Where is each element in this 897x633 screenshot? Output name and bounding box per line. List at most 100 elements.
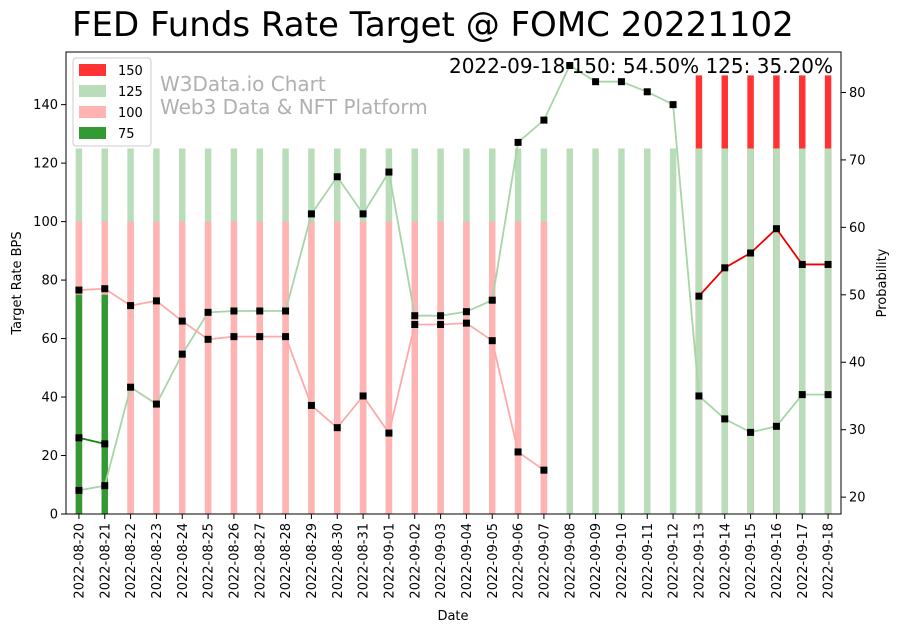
- legend-label-125: 125: [118, 85, 143, 100]
- point-75-2022-08-20: [75, 434, 83, 442]
- point-125-2022-09-01: [385, 168, 393, 176]
- legend-swatch-125: [79, 85, 106, 97]
- x-tick-label: 2022-08-27: [253, 523, 268, 599]
- point-125-2022-09-05: [488, 296, 496, 304]
- point-125-2022-09-11: [643, 88, 651, 96]
- point-125-2022-08-25: [204, 308, 212, 316]
- line-75: [78, 436, 105, 445]
- legend-label-100: 100: [118, 106, 143, 121]
- x-tick-label: 2022-09-09: [589, 523, 604, 599]
- y2-tick-label: 80: [849, 86, 866, 101]
- point-125-2022-09-06: [514, 138, 522, 146]
- x-tick-label: 2022-09-17: [796, 523, 811, 599]
- y-tick-label: 60: [41, 332, 58, 347]
- point-100-2022-09-04: [462, 319, 470, 327]
- bar-125-2022-09-10: [618, 148, 625, 515]
- point-150-2022-09-15: [747, 249, 755, 257]
- point-150-2022-09-16: [772, 225, 780, 233]
- bar-100-2022-08-31: [359, 221, 367, 514]
- point-100-2022-09-06: [514, 448, 522, 456]
- point-125-2022-09-04: [462, 308, 470, 316]
- x-tick-label: 2022-08-30: [331, 523, 346, 599]
- x-axis-label: Date: [437, 609, 468, 624]
- point-100-2022-09-02: [411, 320, 419, 328]
- point-100-2022-08-21: [101, 285, 109, 293]
- legend: 150 125 100 75: [72, 57, 152, 147]
- legend-swatch-100: [79, 106, 106, 118]
- x-tick-label: 2022-09-04: [460, 523, 475, 599]
- y2-tick-label: 70: [849, 153, 866, 168]
- line-125: [78, 64, 829, 492]
- x-tick-label: 2022-08-22: [124, 523, 139, 599]
- x-tick-label: 2022-09-15: [744, 523, 759, 599]
- x-tick-label: 2022-08-31: [357, 523, 372, 599]
- bar-100-2022-09-04: [463, 221, 470, 514]
- point-150-2022-09-17: [798, 260, 806, 268]
- point-125-2022-08-20: [75, 486, 83, 494]
- y-tick-label: 80: [41, 274, 58, 289]
- bar-125-2022-09-14: [721, 148, 728, 515]
- point-125-2022-09-12: [669, 101, 677, 109]
- markers-layer: [75, 61, 832, 494]
- bar-100-2022-08-30: [334, 221, 341, 514]
- x-tick-label: 2022-08-25: [202, 523, 217, 599]
- x-tick-label: 2022-09-16: [770, 523, 785, 599]
- watermark-line-1: W3Data.io Chart: [160, 72, 326, 96]
- x-tick-label: 2022-09-03: [434, 523, 449, 599]
- x-tick-label: 2022-09-10: [615, 523, 630, 599]
- point-100-2022-08-20: [75, 286, 83, 294]
- point-125-2022-08-30: [333, 173, 341, 181]
- lines-layer: [78, 64, 829, 492]
- x-tick-label: 2022-08-26: [227, 523, 242, 599]
- bar-100-2022-08-25: [204, 221, 212, 514]
- x-tick-label: 2022-09-05: [486, 523, 501, 599]
- y-axis-label: Target Rate BPS: [10, 231, 25, 335]
- bar-125-2022-09-16: [773, 148, 780, 515]
- bar-100-2022-08-22: [127, 221, 134, 514]
- x-tick-label: 2022-09-08: [563, 523, 578, 599]
- point-125-2022-08-21: [101, 482, 109, 490]
- x-tick-label: 2022-08-20: [72, 523, 87, 599]
- bar-100-2022-09-07: [540, 221, 548, 514]
- x-tick-label: 2022-09-13: [692, 523, 707, 599]
- point-100-2022-08-22: [127, 302, 135, 310]
- plot-frame: [65, 51, 842, 515]
- point-125-2022-09-07: [540, 116, 548, 124]
- point-125-2022-08-28: [282, 307, 290, 315]
- bar-75-2022-08-21: [101, 294, 108, 514]
- point-125-2022-08-22: [127, 383, 135, 391]
- bars-layer: [75, 75, 832, 515]
- bar-100-2022-09-01: [385, 221, 393, 514]
- point-100-2022-08-26: [230, 333, 238, 341]
- bar-125-2022-09-15: [747, 148, 754, 515]
- point-150-2022-09-13: [695, 292, 703, 300]
- x-tick-label: 2022-08-21: [98, 523, 113, 599]
- point-75-2022-08-21: [101, 440, 109, 448]
- x-tick-label: 2022-08-29: [305, 523, 320, 599]
- y-tick-label: 0: [50, 508, 58, 523]
- y-tick-label: 40: [41, 391, 58, 406]
- point-125-2022-09-09: [592, 78, 600, 86]
- point-100-2022-09-03: [437, 320, 445, 328]
- bar-125-2022-09-12: [669, 148, 677, 515]
- point-125-2022-08-31: [359, 210, 367, 218]
- point-125-2022-09-15: [747, 428, 755, 436]
- bar-125-2022-09-13: [695, 148, 703, 515]
- x-tick-label: 2022-09-18: [822, 523, 837, 599]
- point-100-2022-08-29: [307, 401, 315, 409]
- bar-75-2022-08-20: [75, 294, 83, 514]
- bar-100-2022-09-06: [514, 221, 522, 514]
- bar-100-2022-09-03: [437, 221, 444, 514]
- x-axis: 2022-08-20 2022-08-21 2022-08-22 2022-08-23…: [72, 514, 837, 599]
- x-tick-label: 2022-09-11: [641, 523, 656, 599]
- y-tick-label: 100: [33, 215, 58, 230]
- y2-tick-label: 60: [849, 221, 866, 236]
- bar-125-2022-09-08: [566, 148, 573, 515]
- bar-100-2022-09-05: [489, 221, 496, 514]
- point-100-2022-08-27: [256, 333, 264, 341]
- bar-100-2022-08-28: [282, 221, 289, 514]
- x-tick-label: 2022-08-28: [279, 523, 294, 599]
- point-100-2022-09-05: [488, 337, 496, 345]
- point-125-2022-09-02: [411, 312, 419, 320]
